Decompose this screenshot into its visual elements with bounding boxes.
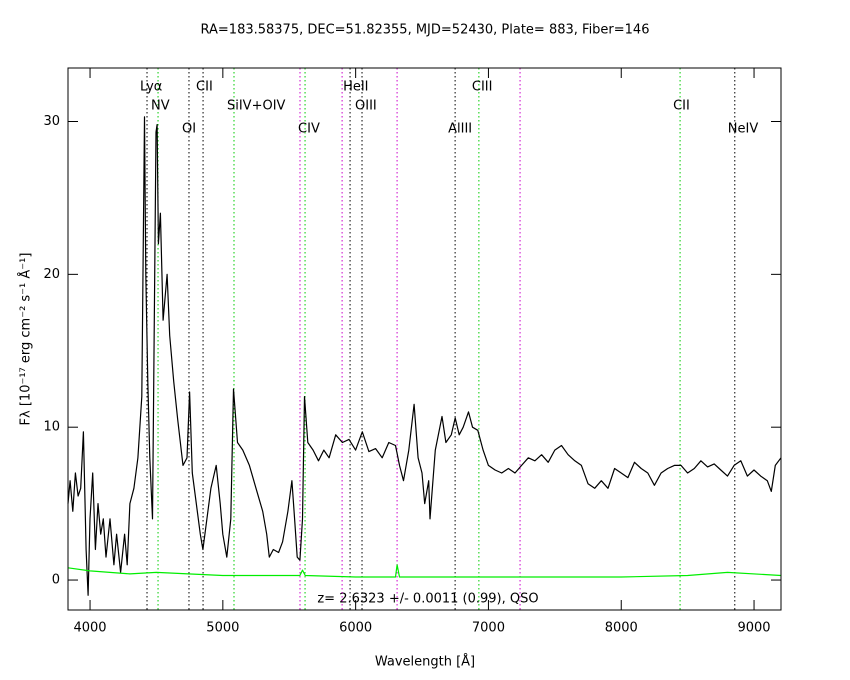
spectral-line-label: Lyα xyxy=(140,80,162,95)
spectral-line-label: CIV xyxy=(298,122,320,137)
chart-title: RA=183.58375, DEC=51.82355, MJD=52430, P… xyxy=(201,23,650,38)
y-tick-label: 20 xyxy=(43,267,60,282)
spectral-line-label: CII xyxy=(196,80,213,95)
x-axis-label: Wavelength [Å] xyxy=(375,654,475,670)
spectral-line-label: NeIV xyxy=(728,122,759,137)
annotation: z= 2.6323 +/- 0.0011 (0.99), QSO xyxy=(317,592,538,607)
x-tick-label: 7000 xyxy=(472,621,505,636)
series-line xyxy=(67,116,782,596)
spectral-line-label: SiIV+OIV xyxy=(227,99,286,114)
x-tick-label: 8000 xyxy=(605,621,638,636)
spectral-line-label: HeII xyxy=(343,80,368,95)
y-tick-label: 10 xyxy=(43,420,60,435)
spectral-line-label: NV xyxy=(151,99,170,114)
plot-frame xyxy=(67,67,782,611)
spectral-line-label: OIII xyxy=(355,99,377,114)
x-tick-label: 4000 xyxy=(73,621,106,636)
spectral-line-label: CII xyxy=(673,99,690,114)
spectral-line-label: CIII xyxy=(472,80,493,95)
series-line xyxy=(67,564,782,578)
spectral-line-label: OI xyxy=(182,122,196,137)
x-tick-label: 9000 xyxy=(737,621,770,636)
y-axis-label: Fλ [10⁻¹⁷ erg cm⁻² s⁻¹ Å⁻¹] xyxy=(18,253,34,426)
x-tick-label: 6000 xyxy=(339,621,372,636)
y-tick-label: 0 xyxy=(52,573,60,588)
y-tick-label: 30 xyxy=(43,114,60,129)
spectral-line-label: AlIII xyxy=(448,122,472,137)
x-tick-label: 5000 xyxy=(206,621,239,636)
